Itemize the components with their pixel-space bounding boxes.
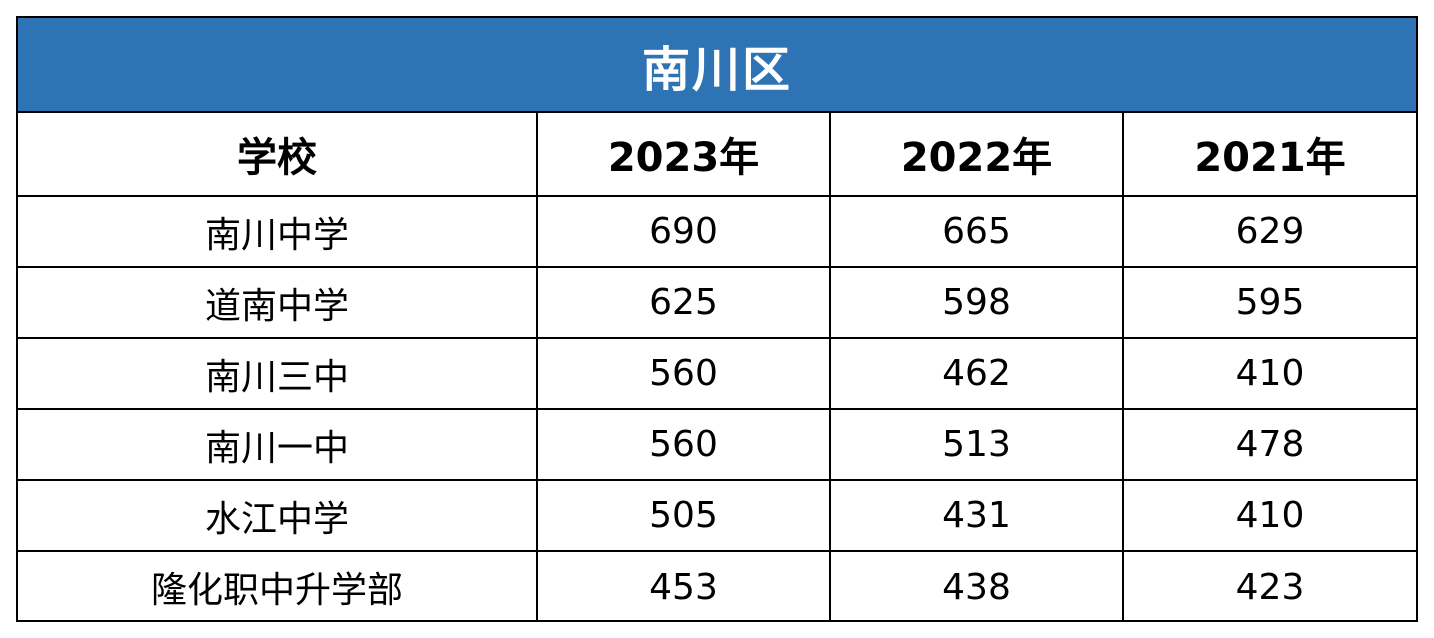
table-row: 南川三中 560 462 410 bbox=[18, 337, 1416, 410]
column-header-school: 学校 bbox=[18, 113, 538, 197]
table-row: 道南中学 625 598 595 bbox=[18, 266, 1416, 339]
table-title: 南川区 bbox=[18, 18, 1416, 113]
score-2022-cell: 438 bbox=[829, 550, 1124, 622]
school-cell: 南川一中 bbox=[18, 408, 538, 481]
school-cell: 南川中学 bbox=[18, 195, 538, 268]
column-header-2023: 2023年 bbox=[536, 113, 831, 197]
school-cell: 道南中学 bbox=[18, 266, 538, 339]
table-row: 南川中学 690 665 629 bbox=[18, 195, 1416, 268]
header-row: 学校 2023年 2022年 2021年 bbox=[18, 113, 1416, 197]
school-cell: 隆化职中升学部 bbox=[18, 550, 538, 622]
score-2021-cell: 595 bbox=[1122, 266, 1416, 339]
table-row: 隆化职中升学部 453 438 423 bbox=[18, 550, 1416, 622]
score-table: 学校 2023年 2022年 2021年 南川中学 690 665 629 道南… bbox=[18, 113, 1416, 622]
score-2021-cell: 478 bbox=[1122, 408, 1416, 481]
score-2023-cell: 453 bbox=[536, 550, 831, 622]
score-2022-cell: 513 bbox=[829, 408, 1124, 481]
score-2023-cell: 560 bbox=[536, 337, 831, 410]
score-2021-cell: 629 bbox=[1122, 195, 1416, 268]
column-header-2022: 2022年 bbox=[829, 113, 1124, 197]
score-table-sheet: 南川区 学校 2023年 2022年 2021年 南川中学 690 665 62… bbox=[16, 16, 1418, 622]
score-2023-cell: 690 bbox=[536, 195, 831, 268]
score-2022-cell: 462 bbox=[829, 337, 1124, 410]
score-2021-cell: 410 bbox=[1122, 479, 1416, 552]
school-cell: 水江中学 bbox=[18, 479, 538, 552]
score-2022-cell: 665 bbox=[829, 195, 1124, 268]
score-2022-cell: 598 bbox=[829, 266, 1124, 339]
column-header-2021: 2021年 bbox=[1122, 113, 1416, 197]
score-2021-cell: 410 bbox=[1122, 337, 1416, 410]
school-cell: 南川三中 bbox=[18, 337, 538, 410]
score-2023-cell: 505 bbox=[536, 479, 831, 552]
table-row: 南川一中 560 513 478 bbox=[18, 408, 1416, 481]
score-2023-cell: 560 bbox=[536, 408, 831, 481]
score-2022-cell: 431 bbox=[829, 479, 1124, 552]
table-row: 水江中学 505 431 410 bbox=[18, 479, 1416, 552]
score-2021-cell: 423 bbox=[1122, 550, 1416, 622]
score-2023-cell: 625 bbox=[536, 266, 831, 339]
